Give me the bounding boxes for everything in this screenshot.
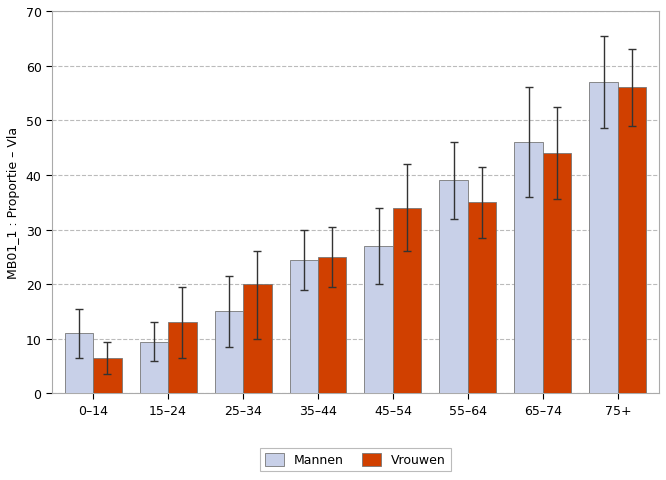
Bar	[93, 358, 122, 394]
Bar	[243, 285, 272, 394]
Bar	[440, 181, 468, 394]
Bar	[589, 83, 618, 394]
Legend: Mannen, Vrouwen: Mannen, Vrouwen	[260, 448, 451, 471]
Bar	[318, 257, 346, 394]
Bar	[140, 342, 168, 394]
Bar	[514, 143, 543, 394]
Bar	[543, 154, 571, 394]
Bar	[290, 260, 318, 394]
Bar	[468, 203, 496, 394]
Bar	[65, 334, 93, 394]
Y-axis label: MB01_1 : Proportie – Vla: MB01_1 : Proportie – Vla	[7, 127, 20, 279]
Bar	[214, 312, 243, 394]
Bar	[393, 208, 422, 394]
Bar	[618, 88, 646, 394]
Bar	[364, 246, 393, 394]
Bar	[168, 323, 196, 394]
